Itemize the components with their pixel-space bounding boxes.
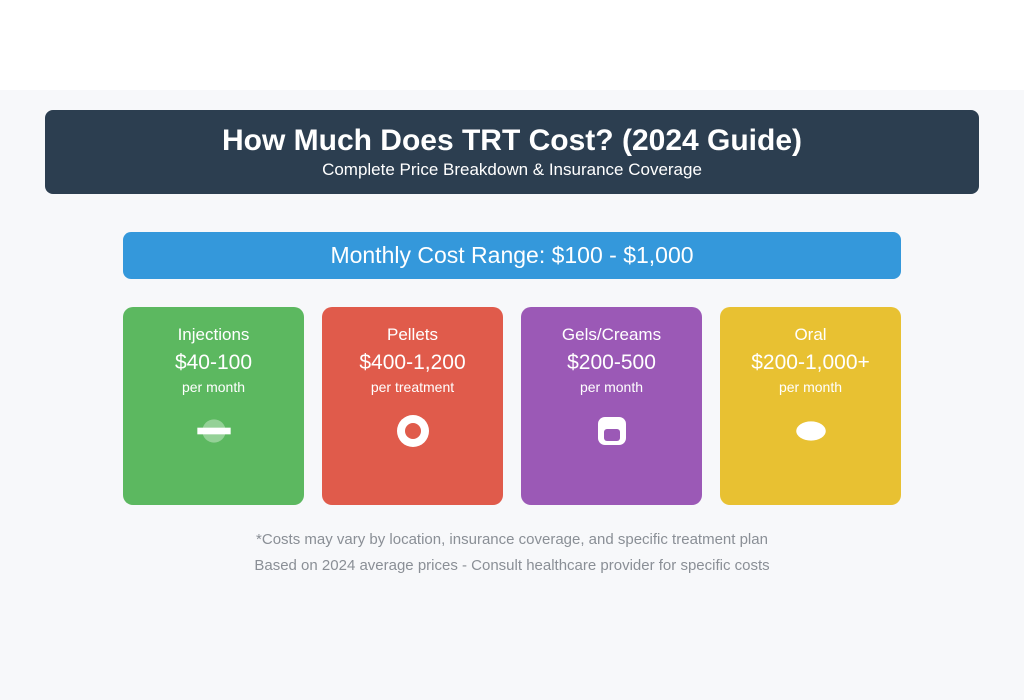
card-name: Pellets — [387, 325, 438, 345]
syringe-icon — [194, 411, 234, 451]
pellet-icon — [393, 411, 433, 451]
header-banner: How Much Does TRT Cost? (2024 Guide) Com… — [45, 110, 979, 194]
card-unit: per month — [182, 379, 245, 395]
cost-card-injections: Injections $40-100 per month — [123, 307, 304, 505]
card-price: $400-1,200 — [359, 351, 465, 375]
infographic-panel: How Much Does TRT Cost? (2024 Guide) Com… — [0, 90, 1024, 700]
card-unit: per treatment — [371, 379, 454, 395]
card-price: $200-500 — [567, 351, 656, 375]
tube-icon — [592, 411, 632, 451]
header-title: How Much Does TRT Cost? (2024 Guide) — [65, 124, 959, 158]
footnote-line1: *Costs may vary by location, insurance c… — [45, 527, 979, 553]
card-unit: per month — [580, 379, 643, 395]
cost-cards-row: Injections $40-100 per month Pellets $40… — [123, 307, 901, 505]
cost-range-bar: Monthly Cost Range: $100 - $1,000 — [123, 232, 901, 279]
footnotes: *Costs may vary by location, insurance c… — [45, 527, 979, 578]
cost-card-gels: Gels/Creams $200-500 per month — [521, 307, 702, 505]
card-name: Gels/Creams — [562, 325, 661, 345]
card-price: $200-1,000+ — [751, 351, 870, 375]
top-whitespace — [0, 0, 1024, 90]
cost-card-pellets: Pellets $400-1,200 per treatment — [322, 307, 503, 505]
card-name: Injections — [178, 325, 250, 345]
cost-card-oral: Oral $200-1,000+ per month — [720, 307, 901, 505]
footnote-line2: Based on 2024 average prices - Consult h… — [45, 553, 979, 579]
card-price: $40-100 — [175, 351, 252, 375]
pill-icon — [791, 411, 831, 451]
card-name: Oral — [794, 325, 826, 345]
header-subtitle: Complete Price Breakdown & Insurance Cov… — [65, 160, 959, 180]
card-unit: per month — [779, 379, 842, 395]
